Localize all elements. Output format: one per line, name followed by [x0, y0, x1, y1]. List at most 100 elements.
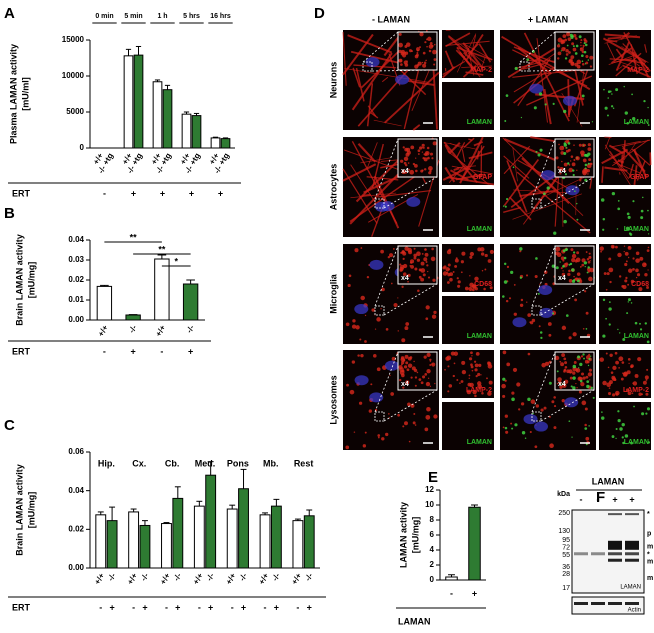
puncta [474, 394, 477, 398]
puncta [353, 431, 356, 433]
fiber [478, 43, 492, 63]
puncta [426, 369, 431, 374]
group-label: Pons [227, 458, 249, 468]
fiber [445, 32, 471, 48]
puncta [627, 283, 630, 286]
loading-blot [571, 596, 645, 615]
laman-signal [586, 380, 590, 383]
band [625, 540, 639, 550]
puncta [627, 391, 632, 396]
fiber [445, 40, 490, 47]
fiber [640, 61, 650, 78]
group-label: Cb. [165, 458, 180, 468]
puncta [469, 275, 471, 277]
puncta [609, 353, 613, 357]
puncta [572, 332, 577, 337]
laman-signal [588, 357, 591, 361]
bar [210, 137, 221, 149]
ert-value: - [264, 602, 267, 612]
puncta [457, 280, 461, 284]
puncta [404, 63, 409, 67]
puncta [445, 267, 450, 272]
puncta [360, 295, 365, 301]
puncta [571, 253, 577, 259]
fiber [443, 142, 477, 150]
laman-signal [627, 298, 631, 302]
puncta [420, 261, 425, 266]
row-label: Lysosomes [328, 375, 338, 424]
nucleus [384, 360, 399, 371]
fiber [615, 52, 642, 77]
bar [125, 314, 141, 321]
laman-signal [592, 396, 595, 399]
puncta [403, 161, 407, 165]
puncta [563, 357, 567, 361]
bar [303, 515, 315, 569]
puncta [570, 248, 574, 252]
puncta [381, 287, 385, 292]
laman-signal [590, 386, 593, 390]
puncta [426, 352, 431, 358]
puncta [564, 169, 567, 172]
bar [259, 514, 271, 569]
fiber [344, 68, 429, 83]
puncta [530, 399, 536, 404]
laman-signal [647, 233, 650, 235]
laman-signal [543, 192, 546, 196]
band [608, 558, 622, 562]
puncta [406, 368, 410, 372]
laman-signal [563, 151, 567, 155]
laman-signal [535, 257, 538, 260]
channel-label: LAMAN [467, 333, 492, 340]
laman-signal [503, 280, 508, 284]
laman-signal [505, 94, 509, 97]
puncta [527, 313, 532, 317]
puncta [417, 289, 420, 292]
marker-size: 250 [558, 510, 570, 517]
laman-signal [577, 355, 581, 359]
y-tick-label: 15000 [62, 35, 85, 44]
fiber [442, 66, 456, 79]
puncta [431, 362, 436, 367]
micrograph [599, 296, 651, 344]
puncta [580, 355, 584, 358]
puncta [414, 164, 418, 168]
laman-signal [627, 301, 629, 303]
laman-signal [566, 147, 568, 149]
fiber [607, 36, 622, 40]
puncta [582, 376, 586, 380]
puncta [559, 167, 564, 172]
puncta [410, 403, 415, 408]
fiber [512, 147, 518, 182]
x-tick-label: -/- [303, 571, 315, 582]
puncta [553, 396, 556, 399]
laman-signal [645, 412, 648, 415]
puncta [586, 258, 590, 261]
puncta [416, 52, 419, 55]
fiber [621, 46, 649, 63]
puncta [426, 45, 428, 48]
puncta [429, 385, 432, 388]
puncta [559, 172, 562, 175]
fiber [463, 137, 475, 149]
puncta [418, 268, 422, 272]
laman-signal [640, 209, 644, 213]
puncta [583, 167, 588, 172]
y-tick-label: 0.02 [68, 275, 84, 284]
puncta [615, 245, 618, 249]
puncta [635, 258, 640, 263]
laman-signal [616, 228, 619, 230]
laman-signal [607, 90, 611, 93]
puncta [501, 383, 506, 389]
puncta [425, 59, 427, 62]
band-label: * [647, 511, 650, 518]
puncta [470, 351, 473, 355]
puncta [639, 256, 644, 261]
puncta [423, 157, 428, 162]
laman-signal [567, 162, 570, 165]
laman-signal [570, 385, 573, 388]
puncta [561, 47, 566, 52]
puncta [402, 146, 405, 149]
puncta [471, 355, 473, 357]
puncta [446, 271, 449, 274]
